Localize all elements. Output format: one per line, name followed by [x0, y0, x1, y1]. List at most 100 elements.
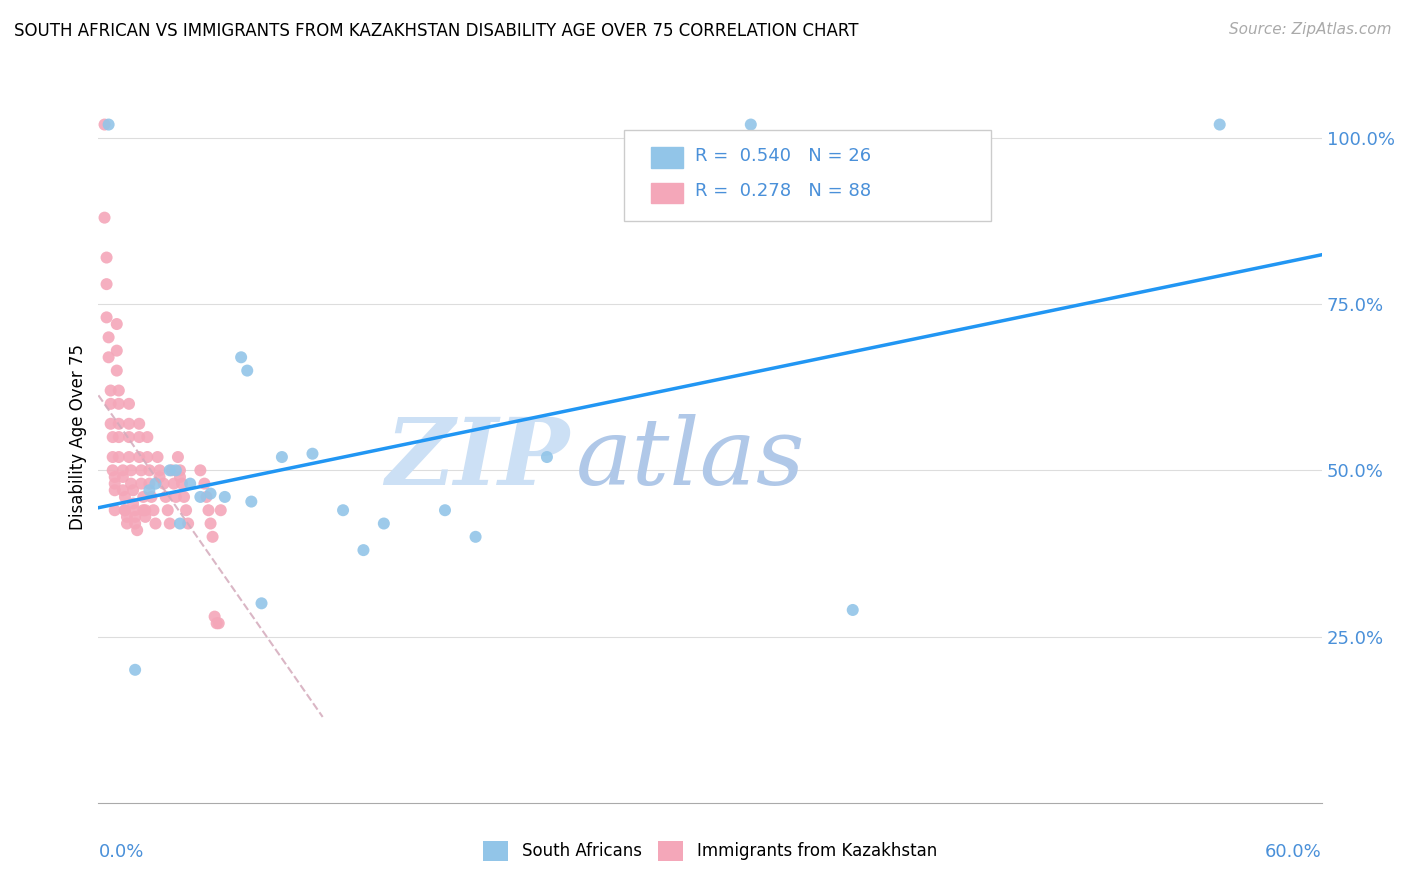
Point: [105, 363, 128, 377]
Point: [122, 497, 145, 511]
Point: [159, 516, 181, 531]
Point: [105, 343, 128, 358]
FancyBboxPatch shape: [624, 130, 991, 221]
Point: [104, 476, 127, 491]
Point: [111, 463, 134, 477]
Point: [118, 450, 141, 464]
Point: [115, 516, 138, 531]
Point: [193, 476, 215, 491]
Point: [214, 490, 236, 504]
Bar: [651, 183, 683, 203]
Point: [138, 463, 160, 477]
Point: [177, 516, 200, 531]
Point: [100, 384, 122, 398]
Point: [124, 663, 146, 677]
Point: [204, 609, 226, 624]
Point: [132, 490, 155, 504]
Point: [108, 450, 131, 464]
Point: [97, 118, 120, 132]
Point: [134, 503, 156, 517]
Point: [160, 463, 183, 477]
Point: [111, 470, 134, 484]
Point: [132, 503, 155, 517]
Point: [124, 509, 146, 524]
Point: [169, 516, 191, 531]
Point: [250, 596, 273, 610]
Point: [205, 616, 228, 631]
Point: [111, 483, 134, 498]
Point: [740, 118, 762, 132]
Point: [128, 430, 150, 444]
Point: [105, 317, 128, 331]
Point: [124, 503, 146, 517]
Text: 0.0%: 0.0%: [98, 843, 143, 861]
Point: [169, 463, 191, 477]
Text: ZIP: ZIP: [385, 414, 569, 504]
Point: [174, 503, 197, 517]
Point: [209, 503, 232, 517]
Point: [170, 476, 193, 491]
Point: [145, 476, 167, 491]
Y-axis label: Disability Age Over 75: Disability Age Over 75: [69, 344, 87, 530]
Point: [165, 490, 187, 504]
Point: [120, 476, 142, 491]
Point: [231, 351, 253, 365]
Point: [200, 486, 222, 500]
Point: [101, 430, 124, 444]
Point: [108, 384, 131, 398]
Point: [104, 483, 127, 498]
Point: [118, 397, 141, 411]
Point: [142, 503, 165, 517]
Point: [167, 450, 190, 464]
Point: [122, 483, 145, 498]
Point: [173, 490, 195, 504]
Legend: South Africans, Immigrants from Kazakhstan: South Africans, Immigrants from Kazakhst…: [477, 834, 943, 868]
Point: [169, 470, 191, 484]
Point: [128, 450, 150, 464]
Point: [118, 430, 141, 444]
Text: 60.0%: 60.0%: [1265, 843, 1322, 861]
Point: [128, 417, 150, 431]
Point: [114, 503, 136, 517]
Point: [1209, 118, 1232, 132]
Point: [156, 503, 179, 517]
Point: [93, 118, 115, 132]
Point: [188, 463, 212, 477]
Point: [149, 470, 172, 484]
Point: [201, 530, 224, 544]
Point: [195, 490, 218, 504]
Point: [165, 463, 187, 477]
Point: [188, 490, 212, 504]
Point: [101, 463, 124, 477]
Point: [163, 476, 186, 491]
Point: [108, 417, 131, 431]
Point: [100, 397, 122, 411]
Point: [352, 543, 374, 558]
Point: [841, 603, 863, 617]
Point: [129, 463, 152, 477]
Point: [208, 616, 231, 631]
Point: [155, 490, 177, 504]
Point: [124, 516, 146, 531]
Point: [136, 450, 159, 464]
Point: [159, 463, 181, 477]
Point: [93, 211, 115, 225]
Point: [114, 490, 136, 504]
Point: [138, 483, 160, 498]
Point: [146, 450, 169, 464]
Point: [114, 503, 136, 517]
Point: [108, 430, 131, 444]
Point: [179, 476, 201, 491]
Point: [373, 516, 395, 531]
Point: [301, 447, 323, 461]
Point: [134, 509, 156, 524]
Point: [96, 310, 118, 325]
Point: [141, 490, 163, 504]
Point: [136, 430, 159, 444]
Text: R =  0.278   N = 88: R = 0.278 N = 88: [696, 182, 872, 201]
Point: [240, 494, 263, 508]
Text: Source: ZipAtlas.com: Source: ZipAtlas.com: [1229, 22, 1392, 37]
Point: [197, 503, 219, 517]
Text: R =  0.540   N = 26: R = 0.540 N = 26: [696, 147, 872, 165]
Point: [120, 463, 142, 477]
